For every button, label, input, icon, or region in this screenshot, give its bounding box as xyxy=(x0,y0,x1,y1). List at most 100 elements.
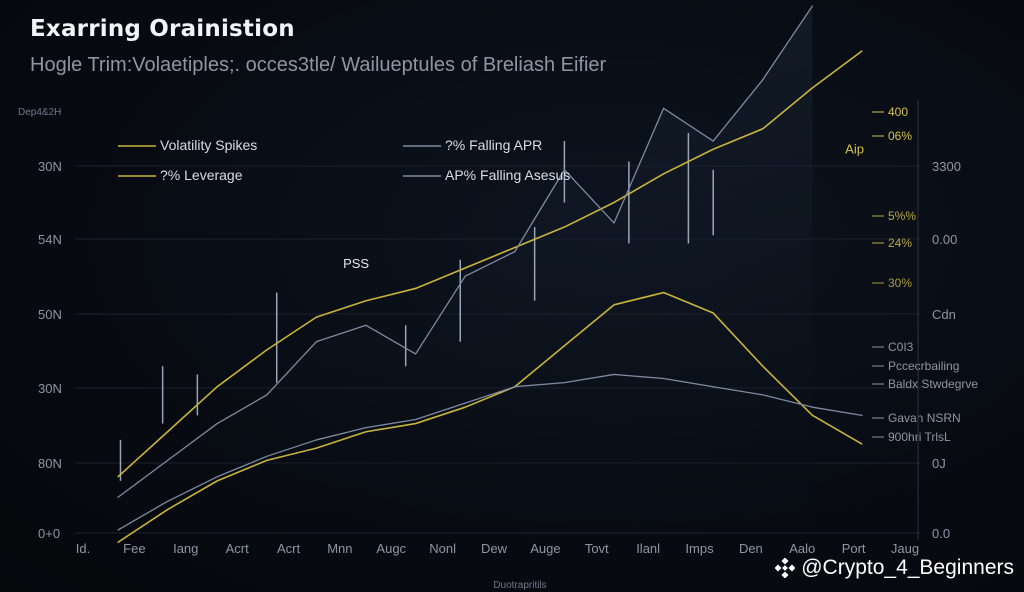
right-inner-label: 900hri TrlsL xyxy=(888,430,951,444)
series-point xyxy=(762,394,764,396)
series-point xyxy=(315,439,317,441)
series-point xyxy=(613,222,615,224)
x-tick-label: Jaug xyxy=(891,541,919,556)
series-point xyxy=(663,377,665,380)
series-point xyxy=(315,447,317,449)
series-point xyxy=(563,169,566,171)
x-tick-label: Iang xyxy=(173,541,198,556)
series-point xyxy=(563,382,566,384)
series-point xyxy=(464,402,466,404)
series-point xyxy=(663,173,665,175)
series-point xyxy=(712,312,714,314)
x-tick-label: Id. xyxy=(76,541,90,556)
left-tick-label: 50N xyxy=(38,307,62,322)
series-point xyxy=(613,304,615,306)
series-point xyxy=(216,386,218,388)
series-point xyxy=(266,455,268,457)
series-point xyxy=(117,476,119,478)
x-tick-label: Imps xyxy=(685,541,714,556)
series-point xyxy=(861,414,863,416)
series-line xyxy=(117,373,863,531)
series-point xyxy=(216,476,218,478)
x-tick-label: Fee xyxy=(123,541,145,556)
x-tick-label: Nonl xyxy=(429,541,456,556)
x-tick-label: Tovt xyxy=(585,541,609,556)
right-inner-label: Gavan NSRN xyxy=(888,411,961,425)
right-tick-label: 0J xyxy=(932,456,946,471)
series-point xyxy=(266,349,268,351)
chart-subtitle: Hogle Trim:Volaetiples;. occes3tle/ Wail… xyxy=(30,54,607,76)
series-point xyxy=(712,386,714,388)
series-point xyxy=(266,394,268,396)
watermark-handle: @Crypto_4_Beginners xyxy=(801,556,1014,579)
series-point xyxy=(861,50,863,52)
series-point xyxy=(266,459,268,462)
series-point xyxy=(811,406,814,408)
series-point xyxy=(712,148,714,150)
series-point xyxy=(415,422,417,425)
series-point xyxy=(167,500,169,502)
right-inner-label: C0I3 xyxy=(888,340,914,354)
series-point xyxy=(117,529,119,531)
right-inner-label: 30% xyxy=(888,276,912,290)
right-tick-label: 0.00 xyxy=(932,232,957,247)
series-point xyxy=(613,201,615,204)
watermark: @Crypto_4_Beginners xyxy=(775,556,1014,580)
series-point xyxy=(365,324,367,326)
chart-title: Exarring Orainistion xyxy=(30,16,295,42)
left-tick-label: 30N xyxy=(38,381,62,396)
series-point xyxy=(811,87,814,89)
x-tick-label: Aalo xyxy=(789,541,815,556)
left-tick-label: 0+0 xyxy=(38,526,60,541)
right-tick-label: Cdn xyxy=(932,307,956,322)
right-tick-label: 3300 xyxy=(932,159,961,174)
series-point xyxy=(117,496,119,498)
chart-annotation: PSS xyxy=(343,256,369,271)
x-tick-label: Auge xyxy=(530,541,560,556)
right-inner-label: Pccecrbailing xyxy=(888,359,959,373)
series-point xyxy=(811,5,814,7)
left-tick-label: 54N xyxy=(38,232,62,247)
legend-label: AP% Falling Asesus xyxy=(445,167,570,183)
right-inner-label: 24% xyxy=(888,236,912,250)
legend-label: Volatility Spikes xyxy=(160,137,257,153)
series-line xyxy=(117,50,863,478)
series-point xyxy=(415,287,417,290)
series-point xyxy=(167,431,169,433)
series-point xyxy=(712,140,714,142)
x-axis-bottom-label: Duotrapritils xyxy=(493,580,546,591)
binance-diamond-icon xyxy=(775,558,796,578)
chart-annotation: Aip xyxy=(845,141,864,156)
series-point xyxy=(514,251,516,253)
area-fill xyxy=(118,5,813,530)
series-point xyxy=(563,226,566,228)
series-point xyxy=(613,373,615,376)
series-point xyxy=(663,291,665,294)
x-tick-label: Acrt xyxy=(277,541,301,556)
right-inner-label: 06% xyxy=(888,129,912,143)
series-point xyxy=(464,406,466,408)
series-point xyxy=(563,345,566,347)
series-point xyxy=(167,508,169,511)
series-point xyxy=(216,480,218,482)
right-inner-label: Baldx Stwdegrve xyxy=(888,377,978,391)
legend-label: ?% Leverage xyxy=(160,167,243,183)
series-point xyxy=(514,246,516,249)
right-inner-label: 400 xyxy=(888,105,908,119)
series-line xyxy=(117,291,863,543)
series-point xyxy=(117,541,119,543)
series-point xyxy=(365,427,367,429)
series-point xyxy=(811,414,814,416)
x-tick-label: Acrt xyxy=(226,541,250,556)
legend-label: ?% Falling APR xyxy=(445,137,542,153)
series-point xyxy=(415,353,417,355)
x-tick-label: Mnn xyxy=(327,541,352,556)
series-point xyxy=(464,267,466,269)
left-tick-label: 30N xyxy=(38,159,62,174)
left-tick-label: 80N xyxy=(38,456,62,471)
right-inner-label: 5%% xyxy=(888,209,916,223)
x-tick-label: Den xyxy=(739,541,763,556)
series-point xyxy=(762,79,764,81)
series-point xyxy=(663,107,665,109)
